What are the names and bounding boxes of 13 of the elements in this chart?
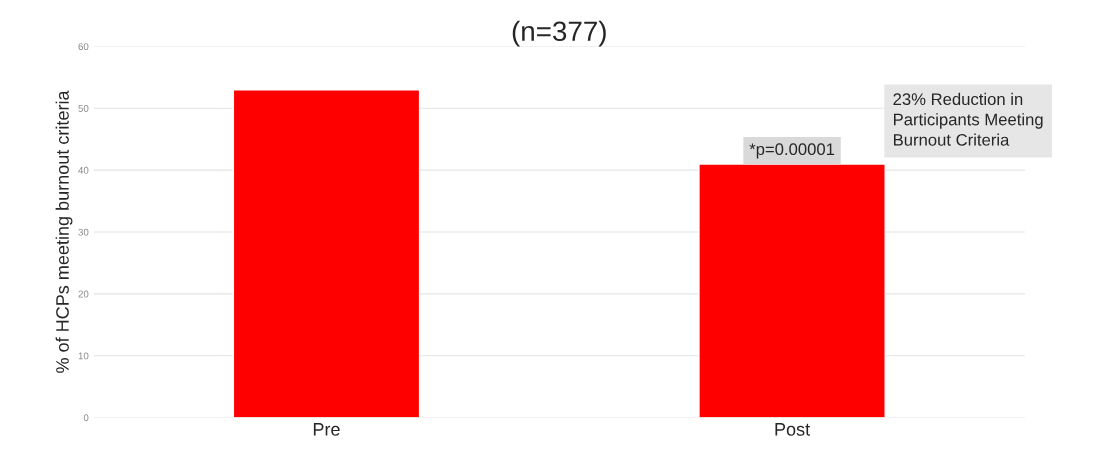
- y-tick-label: 60: [78, 43, 89, 51]
- y-tick-label: 10: [78, 352, 89, 360]
- x-tick-label: Pre: [313, 423, 340, 436]
- x-tick-label: Post: [775, 423, 810, 436]
- y-tick-label: 50: [78, 105, 89, 112]
- y-tick-label: 20: [78, 290, 89, 298]
- y-tick-label: 0: [83, 414, 89, 422]
- annotation: *p=0.00001: [749, 143, 835, 159]
- annotation: 23% Reduction in Participants Meeting Burnout Criteria: [893, 92, 1043, 146]
- chart-title: (n=377): [512, 20, 606, 47]
- y-tick-label: 30: [78, 228, 89, 236]
- y-tick-label: 40: [78, 166, 89, 174]
- y-axis-title: % of HCPs meeting burnout criteria: [55, 90, 73, 373]
